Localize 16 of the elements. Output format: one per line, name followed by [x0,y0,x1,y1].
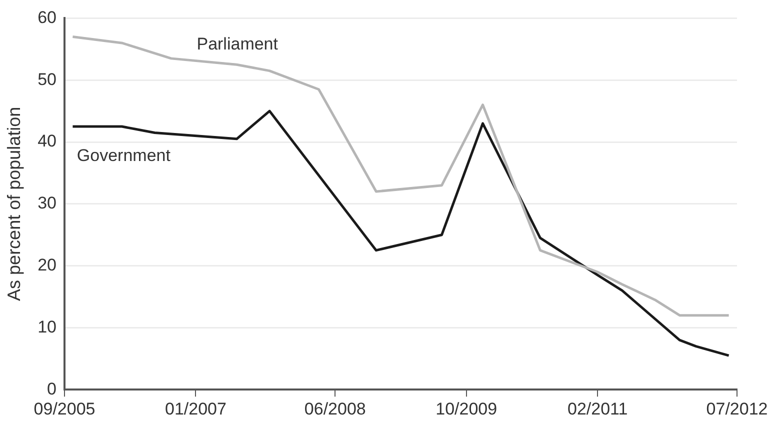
x-tick-label: 02/2011 [567,399,628,418]
y-tick-label: 0 [47,379,57,398]
y-tick-label: 40 [38,132,57,151]
series-label: Government [76,146,171,166]
y-axis-title: As percent of population [4,106,24,301]
x-tick-label: 06/2008 [304,399,366,418]
y-tick-label: 10 [38,317,57,336]
x-tick-label: 07/2012 [706,399,768,418]
y-tick-label: 60 [38,8,57,27]
y-tick-label: 50 [38,70,57,89]
y-tick-label: 20 [38,255,57,274]
x-tick-label: 09/2005 [34,399,96,418]
series-label: Parliament [196,34,278,54]
x-tick-label: 01/2007 [165,399,226,418]
x-tick-label: 10/2009 [436,399,498,418]
y-tick-label: 30 [38,194,57,213]
